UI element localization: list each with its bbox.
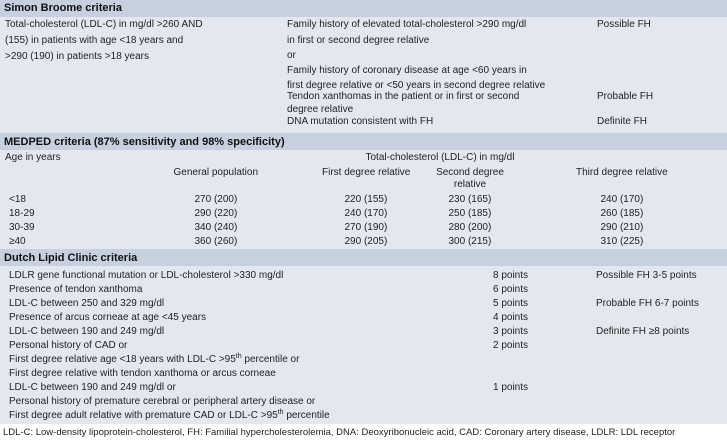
section-header-band xyxy=(0,249,727,266)
cell-text: LDL-C between 190 and 249 mg/dl xyxy=(9,326,165,337)
section-body xyxy=(0,150,727,249)
footnote: LDL-C: Low-density lipoprotein-cholester… xyxy=(3,427,676,438)
column-header: Second degree relative xyxy=(436,167,504,190)
cell-text: DNA mutation consistent with FH xyxy=(287,116,434,127)
cell-text: First degree relative age <18 years with… xyxy=(9,353,300,365)
cell-text: Possible FH xyxy=(597,19,651,30)
cell-text: Definite FH ≥8 points xyxy=(596,326,690,337)
cell-text: 270 (190) xyxy=(344,222,388,233)
cell-text: 290 (205) xyxy=(344,236,388,247)
cell-text: 230 (165) xyxy=(448,194,492,205)
cell-text: Presence of arcus corneae at age <45 yea… xyxy=(9,312,207,323)
cell-text: Presence of tendon xanthoma xyxy=(9,284,143,295)
section-title: Simon Broome criteria xyxy=(4,2,122,14)
column-header: First degree relative xyxy=(322,167,411,178)
cell-text: 4 points xyxy=(493,312,529,323)
cell-text: 5 points xyxy=(493,298,529,309)
cell-text: 2 points xyxy=(493,340,529,351)
cell-text: 290 (220) xyxy=(194,208,238,219)
cell-text: LDL-C between 250 and 329 mg/dl xyxy=(9,298,165,309)
row-label: <18 xyxy=(9,194,26,205)
cell-text: First degree relative with tendon xantho… xyxy=(9,368,276,379)
cell-text: 290 (210) xyxy=(600,222,644,233)
column-header: Age in years xyxy=(5,152,61,163)
cell-text: Probable FH 6-7 points xyxy=(596,298,699,309)
cell-text: Personal history of premature cerebral o… xyxy=(9,396,316,407)
cell-text: degree relative xyxy=(287,104,354,115)
text-rest: percentile xyxy=(283,410,330,421)
superscript: th xyxy=(235,353,242,360)
cell-text: >290 (190) in patients >18 years xyxy=(5,51,149,62)
cell-text: Total-cholesterol (LDL-C) in mg/dl >260 … xyxy=(5,19,203,30)
cell-text: 8 points xyxy=(493,270,529,281)
section-body xyxy=(0,17,727,133)
cell-text: First degree adult relative with prematu… xyxy=(9,409,330,421)
section-header-band xyxy=(0,133,727,150)
superscript: th xyxy=(277,409,284,416)
section-header-band xyxy=(0,0,727,17)
cell-text: 280 (200) xyxy=(448,222,492,233)
cell-text: (155) in patients with age <18 years and xyxy=(5,35,184,46)
column-header: Total-cholesterol (LDL-C) in mg/dl xyxy=(365,152,515,163)
cell-text: 6 points xyxy=(493,284,529,295)
text-rest: percentile or xyxy=(241,354,300,365)
column-header: General population xyxy=(173,167,259,178)
section-title: Dutch Lipid Clinic criteria xyxy=(4,252,138,264)
cell-text: Possible FH 3-5 points xyxy=(596,270,697,281)
cell-text: Definite FH xyxy=(597,116,648,127)
cell-text: 340 (240) xyxy=(194,222,238,233)
cell-text: first degree relative or <50 years in se… xyxy=(287,80,546,91)
cell-text: 220 (155) xyxy=(344,194,388,205)
section-title: MEDPED criteria (87% sensitivity and 98%… xyxy=(4,136,285,148)
section-body xyxy=(0,266,727,424)
cell-text: 270 (200) xyxy=(194,194,238,205)
cell-text: 240 (170) xyxy=(344,208,388,219)
cell-text: 300 (215) xyxy=(448,236,492,247)
row-label: ≥40 xyxy=(9,236,26,247)
cell-text: 260 (185) xyxy=(600,208,644,219)
cell-text: LDLR gene functional mutation or LDL-cho… xyxy=(9,270,284,281)
cell-text: 1 points xyxy=(493,382,529,393)
cell-text: 240 (170) xyxy=(600,194,644,205)
cell-text: in first or second degree relative xyxy=(287,35,430,46)
cell-text: Family history of elevated total-cholest… xyxy=(287,19,527,30)
cell-text: Family history of coronary disease at ag… xyxy=(287,65,527,76)
cell-text: Probable FH xyxy=(597,91,654,102)
row-label: 18-29 xyxy=(9,208,35,219)
cell-text: 310 (225) xyxy=(600,236,644,247)
cell-text: LDL-C between 190 and 249 mg/dl or xyxy=(9,382,176,393)
column-header: Third degree relative xyxy=(576,167,668,178)
cell-text: Tendon xanthomas in the patient or in fi… xyxy=(287,91,520,102)
cell-text: or xyxy=(287,50,296,61)
row-label: 30-39 xyxy=(9,222,35,233)
cell-text: 250 (185) xyxy=(448,208,492,219)
cell-text: 3 points xyxy=(493,326,529,337)
cell-text: Personal history of CAD or xyxy=(9,340,128,351)
cell-text: 360 (260) xyxy=(194,236,238,247)
